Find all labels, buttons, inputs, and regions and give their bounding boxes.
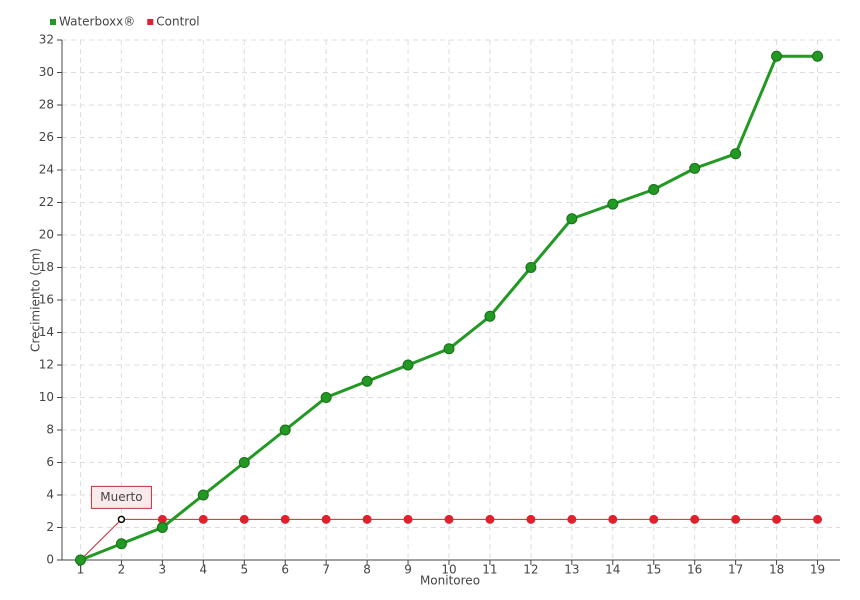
y-tick-label: 2 [46, 520, 54, 534]
y-tick-label: 24 [39, 163, 54, 177]
marker [321, 514, 331, 524]
x-tick-label: 11 [482, 563, 497, 577]
marker [361, 375, 373, 387]
marker [689, 162, 701, 174]
marker [403, 514, 413, 524]
marker [608, 514, 618, 524]
x-tick-label: 17 [728, 563, 743, 577]
marker [402, 359, 414, 371]
x-tick-label: 12 [523, 563, 538, 577]
legend-swatch [50, 19, 56, 25]
x-tick-label: 1 [77, 563, 85, 577]
marker [566, 213, 578, 225]
x-tick-label: 6 [281, 563, 289, 577]
marker [525, 262, 537, 273]
x-tick-label: 15 [646, 563, 661, 577]
x-tick-label: 3 [159, 563, 167, 577]
x-tick-label: 13 [564, 563, 579, 577]
y-axis-label: Crecimiento (cm) [29, 248, 43, 352]
marker [238, 457, 250, 468]
marker [444, 514, 454, 524]
y-tick-label: 10 [39, 390, 54, 404]
x-tick-label: 7 [322, 563, 330, 577]
y-tick-label: 18 [39, 260, 54, 274]
annotation-text: Muerto [100, 490, 142, 504]
x-axis-label: Monitoreo [420, 574, 480, 588]
marker [567, 514, 577, 524]
x-tick-label: 2 [118, 563, 126, 577]
y-tick-label: 6 [46, 455, 54, 469]
marker [649, 514, 659, 524]
marker [320, 392, 332, 403]
marker [731, 514, 741, 524]
y-tick-label: 8 [46, 423, 54, 437]
x-tick-label: 5 [240, 563, 248, 577]
legend-swatch [147, 19, 154, 25]
y-tick-label: 4 [46, 488, 54, 502]
marker [485, 514, 495, 524]
x-tick-label: 14 [605, 563, 620, 577]
y-tick-label: 28 [39, 98, 54, 112]
marker [772, 514, 782, 524]
marker [484, 310, 496, 322]
y-tick-label: 14 [39, 325, 54, 339]
marker [813, 514, 823, 524]
marker [362, 514, 372, 524]
marker [771, 50, 783, 62]
marker [812, 50, 824, 62]
marker [197, 489, 209, 501]
marker [239, 514, 249, 524]
y-tick-label: 30 [39, 65, 54, 79]
y-tick-label: 0 [46, 553, 54, 567]
marker [526, 514, 536, 524]
y-tick-label: 26 [39, 130, 54, 144]
marker [443, 343, 455, 355]
marker [279, 424, 291, 436]
marker [198, 514, 208, 524]
y-tick-label: 12 [39, 358, 54, 372]
legend-label: Waterboxx® [59, 15, 135, 29]
y-tick-label: 32 [39, 33, 54, 47]
marker [74, 554, 86, 566]
legend-label: Control [156, 15, 199, 29]
marker [280, 514, 290, 524]
marker [690, 514, 700, 524]
marker-open [117, 515, 126, 524]
marker [156, 522, 168, 533]
marker [730, 148, 742, 160]
x-tick-label: 16 [687, 563, 702, 577]
marker [607, 198, 619, 210]
x-tick-label: 8 [363, 563, 371, 577]
x-tick-label: 4 [199, 563, 207, 577]
annotation-box [90, 485, 152, 509]
x-tick-label: 9 [404, 563, 412, 577]
y-tick-label: 16 [39, 293, 54, 307]
y-tick-label: 20 [39, 228, 54, 242]
marker [648, 184, 660, 195]
x-tick-label: 10 [441, 563, 456, 577]
y-tick-label: 22 [39, 195, 54, 209]
x-tick-label: 19 [810, 563, 825, 577]
marker [115, 538, 127, 550]
x-tick-label: 18 [769, 563, 784, 577]
